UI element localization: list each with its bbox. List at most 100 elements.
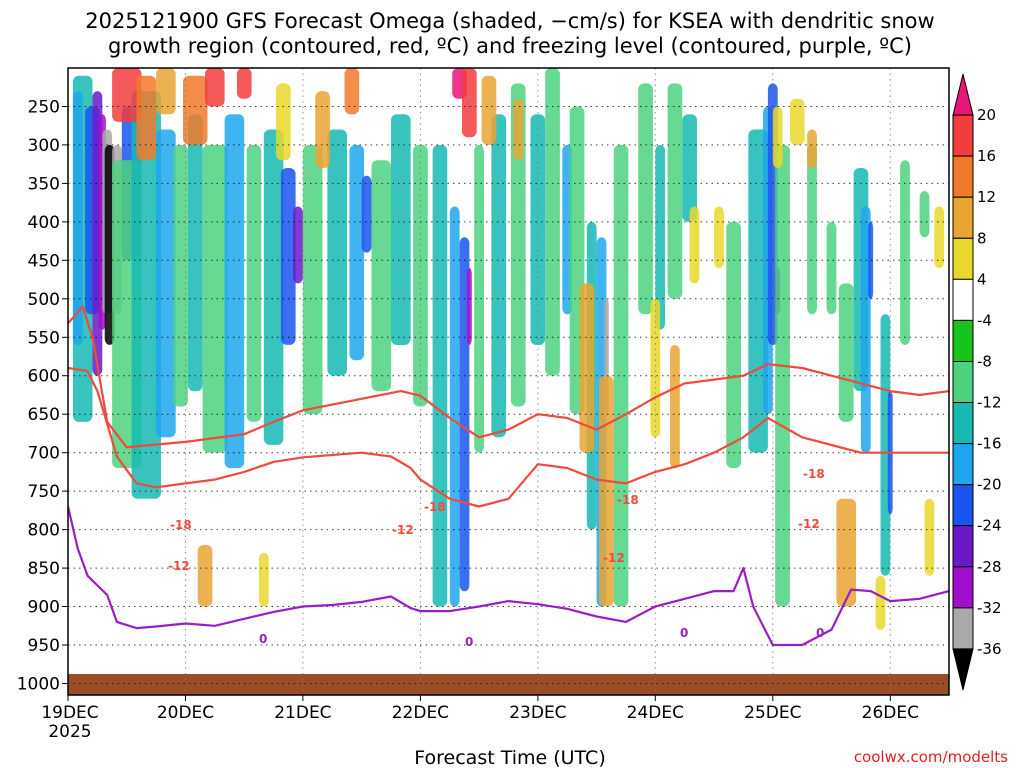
- omega-shade-cell: [638, 83, 653, 315]
- y-tick-label: 600: [28, 367, 60, 387]
- omega-shade-cell: [371, 160, 392, 392]
- y-tick-label: 450: [28, 251, 60, 271]
- contour-labels: -18 -18 -18 -18 -12 -12 -12 -12 0 0 0 0: [168, 467, 825, 649]
- omega-shade-cell: [263, 129, 284, 445]
- omega-shade-cell: [449, 206, 460, 607]
- contour-label-zero-b: 0: [465, 635, 473, 649]
- contour-label-zero-c: 0: [680, 626, 688, 640]
- omega-shade-cell: [613, 144, 629, 607]
- contour-label-minus18-a: -18: [170, 518, 192, 532]
- omega-shade-cell: [136, 75, 157, 161]
- omega-shade-cell: [391, 114, 411, 345]
- chart-title-line-2: growth region (contoured, red, ºC) and f…: [108, 34, 912, 58]
- contour-dgz-minus18: [68, 305, 949, 449]
- omega-shade-cell: [224, 114, 245, 469]
- x-axis-year: 2025: [48, 722, 91, 742]
- omega-shade-cell: [868, 221, 874, 299]
- omega-shade-cell: [919, 191, 930, 238]
- omega-shade-cell: [462, 68, 477, 138]
- colorbar-tick-label: 16: [977, 147, 996, 165]
- omega-shade-cell: [112, 68, 142, 122]
- colorbar-tick-label: 12: [977, 188, 996, 206]
- x-tick-label: 24DEC: [627, 703, 684, 723]
- x-tick-label: 26DEC: [862, 703, 919, 723]
- x-tick-label: 25DEC: [744, 703, 801, 723]
- omega-shade-cell: [187, 114, 203, 392]
- y-tick-label: 750: [28, 482, 60, 502]
- omega-shade-cell: [72, 91, 83, 345]
- colorbar-tick-label: -4: [977, 311, 992, 329]
- contour-label-minus12-a: -12: [168, 559, 190, 573]
- omega-shade-cell: [670, 345, 680, 469]
- omega-shade-cell: [667, 83, 683, 299]
- contour-label-minus18-d: -18: [803, 467, 825, 481]
- colorbar-tick-label: -28: [977, 558, 1002, 576]
- omega-shade-cell: [789, 98, 805, 145]
- x-tick-label: 21DEC: [274, 703, 331, 723]
- source-credit: coolwx.com/modelts: [854, 748, 1008, 766]
- y-tick-label: 250: [28, 98, 60, 118]
- omega-shade-cell: [202, 144, 228, 453]
- omega-shade-cell: [131, 91, 161, 499]
- x-tick-label: 23DEC: [509, 703, 566, 723]
- colorbar-swatch: [952, 648, 974, 691]
- omega-shade-cell: [775, 144, 790, 607]
- omega-shade-cell: [205, 68, 225, 107]
- omega-shading: [72, 68, 945, 630]
- omega-shade-cell: [513, 98, 524, 161]
- x-axis-label: Forecast Time (UTC): [414, 747, 605, 768]
- omega-shade-cell: [599, 375, 614, 607]
- colorbar-swatch: [952, 155, 974, 198]
- y-tick-label: 650: [28, 405, 60, 425]
- y-tick-label: 350: [28, 174, 60, 194]
- omega-shade-cell: [714, 206, 724, 268]
- omega-shade-cell: [280, 168, 296, 345]
- omega-shade-cell: [246, 144, 262, 422]
- colorbar-tick-label: -32: [977, 599, 1002, 617]
- omega-shade-cell: [466, 268, 472, 345]
- omega-shade-cell: [682, 114, 697, 222]
- y-tick-label: 700: [28, 444, 60, 464]
- omega-shade-cell: [530, 114, 546, 345]
- omega-shade-cell: [562, 144, 573, 315]
- plot-frame: [67, 67, 950, 696]
- omega-shade-cell: [807, 129, 817, 168]
- omega-shade-cell: [183, 75, 208, 145]
- omega-shade-cell: [302, 144, 323, 415]
- contour-label-minus18-c: -18: [617, 493, 639, 507]
- colorbar-swatch: [952, 73, 974, 116]
- omega-shade-cell: [924, 498, 935, 576]
- colorbar-swatch: [952, 196, 974, 239]
- ground-surface: [68, 674, 949, 695]
- contour-label-minus12-c: -12: [603, 551, 625, 565]
- contour-label-minus12-b: -12: [392, 523, 414, 537]
- colorbar-tick-label: 20: [977, 106, 996, 124]
- y-axis: 250 300 350 400 450 500 550 600 650 700 750 800 850 9…: [17, 98, 68, 695]
- omega-shade-cell: [156, 129, 176, 438]
- chart-title-line-1: 2025121900 GFS Forecast Omega (shaded, −…: [85, 9, 934, 33]
- x-axis: 19DEC 20DEC 21DEC 22DEC 23DEC 24DEC 25DEC 26DEC: [41, 695, 919, 723]
- y-tick-label: 800: [28, 521, 60, 541]
- colorbar-tick-label: -8: [977, 353, 992, 371]
- colorbar-swatch: [952, 484, 974, 527]
- colorbar-tick-label: 8: [977, 229, 987, 247]
- omega-shade-cell: [900, 160, 910, 345]
- colorbar-swatch: [952, 566, 974, 609]
- colorbar-tick-label: -36: [977, 640, 1002, 658]
- omega-shade-cell: [838, 283, 854, 422]
- omega-shade-cell: [510, 83, 526, 407]
- contour-dgz-minus12: [68, 366, 949, 508]
- contour-freezing-level: [68, 506, 949, 647]
- colorbar-tick-label: -24: [977, 517, 1002, 535]
- omega-shade-cell: [934, 206, 945, 268]
- omega-shade-cell: [349, 144, 365, 361]
- omega-shade-cell: [650, 298, 661, 438]
- contour-label-minus18-b: -18: [424, 500, 446, 514]
- y-tick-label: 500: [28, 290, 60, 310]
- contours: [68, 305, 949, 647]
- y-tick-label: 950: [28, 636, 60, 656]
- colorbar-tick-label: -16: [977, 435, 1002, 453]
- omega-shade-cell: [236, 68, 252, 99]
- omega-shade-cell: [258, 552, 269, 607]
